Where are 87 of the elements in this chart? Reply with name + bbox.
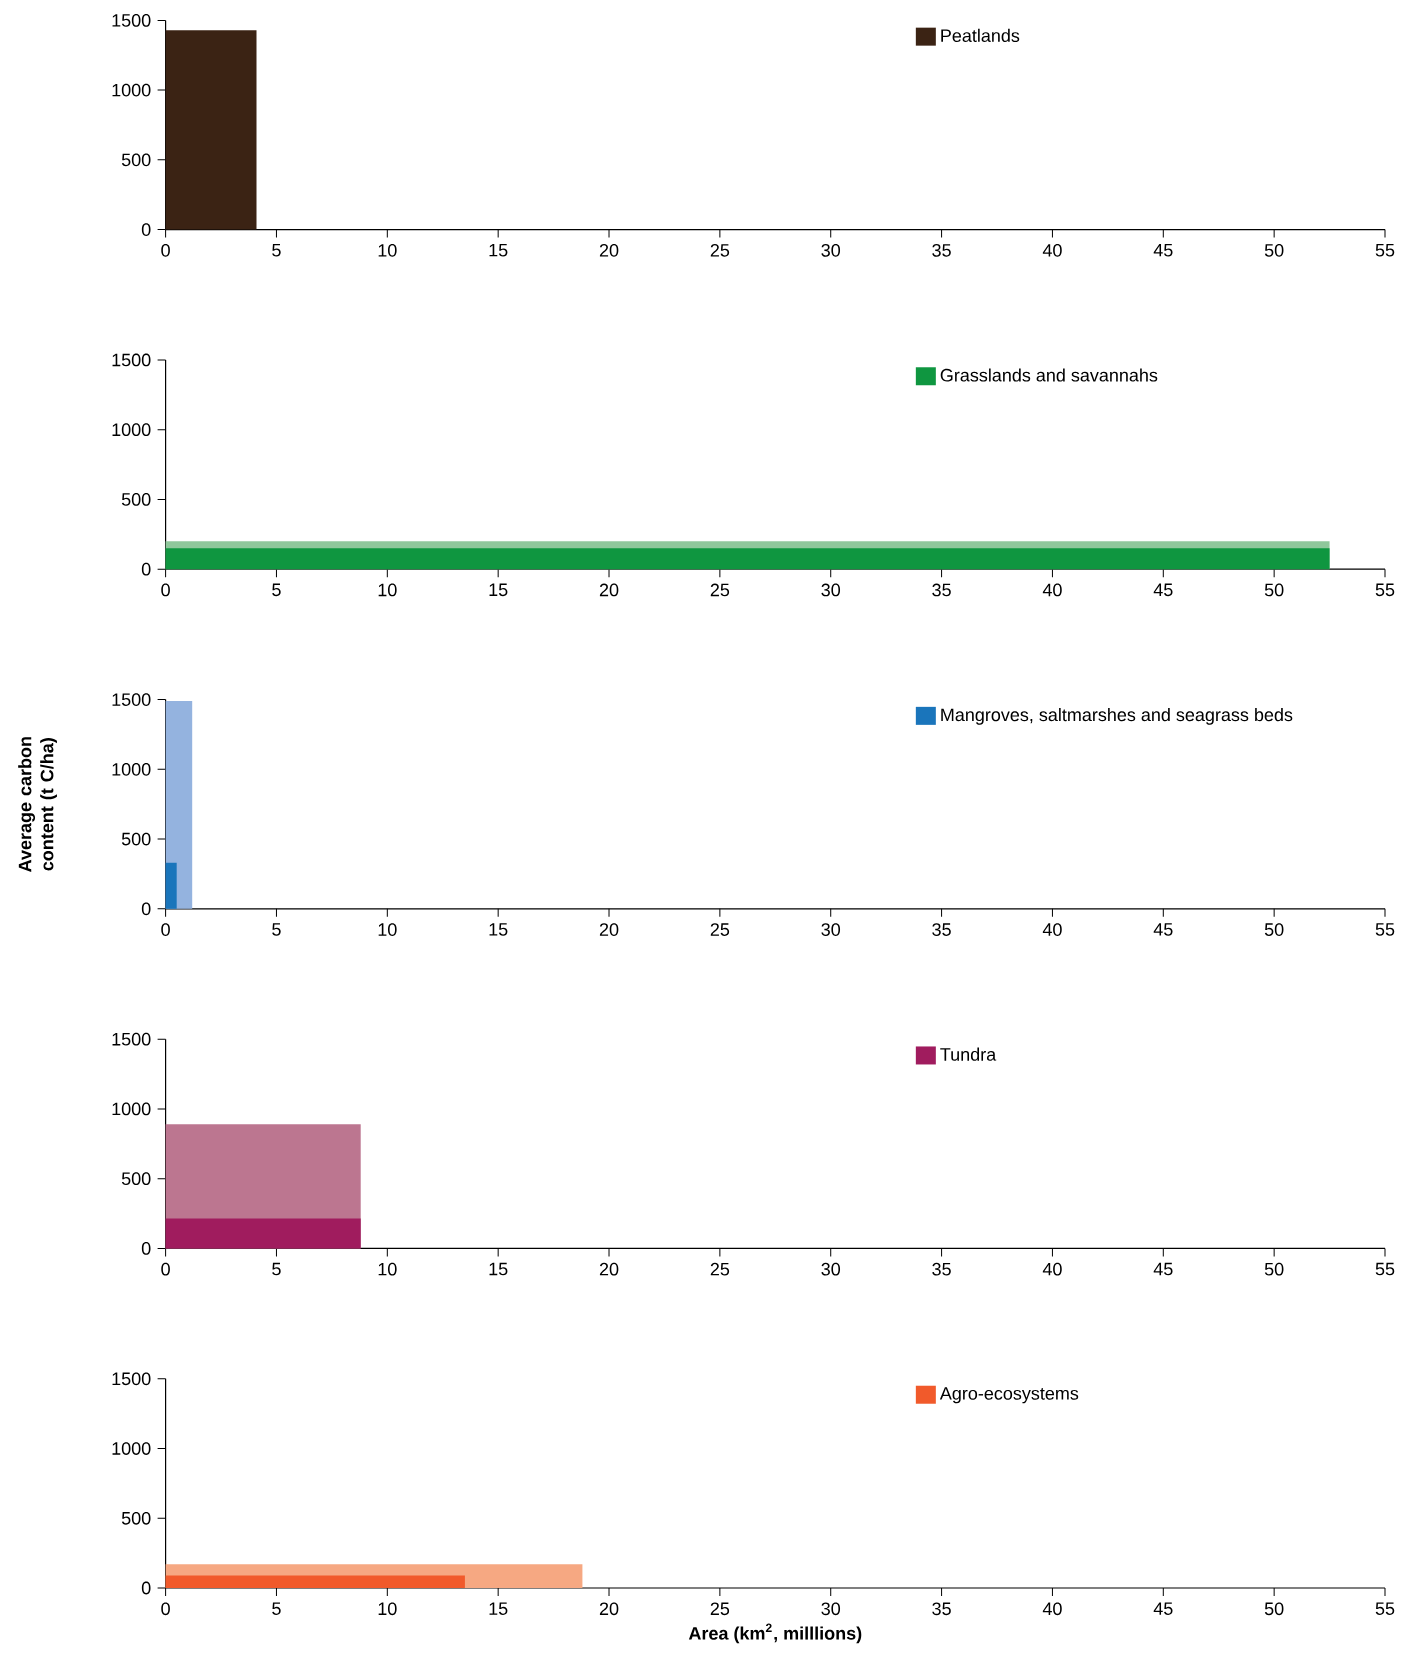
x-tick-label: 40 [1042,243,1062,257]
y-tick-label: 500 [121,1172,151,1186]
y-tick-label: 500 [121,493,151,506]
x-tick-label: 55 [1375,1262,1395,1276]
x-tick-label: 35 [932,923,951,936]
y-tick-label: 500 [121,1511,151,1525]
x-tick-label: 30 [821,1262,841,1276]
x-tick-label: 30 [821,583,841,597]
x-tick-label: 25 [710,1602,730,1616]
x-tick-label: 55 [1375,923,1395,936]
x-tick-label: 20 [599,1262,619,1276]
x-tick-label: 0 [161,583,170,597]
x-tick-label: 30 [821,923,841,936]
y-tick-label: 1000 [112,762,151,776]
x-tick-label: 5 [272,1602,281,1615]
y-tick-label: 1000 [112,423,151,437]
legend-label: Mangroves, saltmarshes and seagrass beds [941,707,1293,725]
x-tick-label: 30 [821,1602,841,1616]
x-tick-label: 40 [1042,1602,1062,1616]
x-tick-label: 20 [599,243,619,257]
x-tick-label: 20 [599,923,619,936]
y-tick-label: 1000 [112,83,151,97]
x-tick-label: 5 [272,923,281,936]
x-tick-label: 50 [1264,923,1284,936]
y-tick-label: 1500 [112,1372,151,1386]
x-tick-label: 50 [1264,243,1284,257]
y-tick-label: 0 [141,223,151,236]
x-tick-label: 20 [599,1602,619,1616]
x-tick-label: 20 [599,583,619,597]
x-tick-label: 10 [378,1262,397,1276]
x-tick-label: 40 [1042,923,1062,936]
x-tick-label: 35 [932,583,951,597]
y-tick-label: 1000 [112,1102,151,1116]
y-tick-label: 1500 [112,353,151,367]
x-tick-label: 15 [489,923,508,936]
x-tick-label: 55 [1375,1602,1395,1615]
y-tick-label: 500 [121,153,151,167]
y-tick-label: 500 [121,832,151,846]
x-axis-title: Area (km$^{2}$, milllions) [688,1623,862,1644]
x-tick-label: 25 [710,923,730,936]
legend-label: Agro-ecosystems [939,1387,1079,1404]
x-tick-label: 5 [272,583,281,597]
x-tick-label: 25 [710,243,730,257]
x-tick-label: 45 [1153,243,1173,257]
y-tick-label: 1500 [112,693,151,706]
x-tick-label: 15 [489,583,508,597]
x-tick-label: 25 [710,583,730,597]
legend-label: Grasslands and savannahs [940,368,1158,382]
x-tick-label: 15 [489,243,508,257]
x-tick-label: 0 [161,923,170,936]
x-tick-label: 55 [1375,583,1395,597]
x-tick-label: 15 [489,1602,508,1615]
x-tick-label: 50 [1264,1602,1284,1616]
x-tick-label: 10 [378,923,397,936]
x-tick-label: 0 [161,1602,170,1616]
x-tick-label: 45 [1153,1262,1173,1276]
x-tick-label: 10 [378,583,397,597]
x-tick-label: 0 [161,243,170,257]
x-tick-label: 50 [1264,1262,1284,1276]
y-tick-label: 1500 [112,14,151,27]
x-tick-label: 40 [1042,1262,1062,1276]
y-tick-label: 0 [141,902,151,916]
x-tick-label: 45 [1153,1602,1173,1615]
y-tick-label: 1500 [112,1032,151,1046]
x-tick-label: 15 [489,1262,508,1276]
x-tick-label: 10 [378,1602,397,1616]
y-tick-label: 0 [141,562,151,576]
legend-label: Tundra [940,1047,997,1061]
y-tick-label: 0 [141,1242,151,1255]
y-tick-label: 1000 [112,1442,151,1455]
x-tick-label: 0 [161,1262,170,1276]
y-tick-label: 0 [141,1581,151,1595]
legend-label: Peatlands [941,28,1020,43]
x-tick-label: 5 [272,1262,281,1276]
x-tick-label: 25 [710,1262,730,1276]
x-tick-label: 35 [932,1602,951,1616]
x-tick-label: 30 [821,243,841,257]
x-tick-label: 5 [272,243,281,257]
x-tick-label: 35 [932,243,951,257]
x-tick-label: 45 [1153,923,1173,936]
y-axis-title: Average carbon content (t C/ha) [18,737,57,872]
x-tick-label: 55 [1375,243,1395,257]
x-tick-label: 50 [1264,583,1284,597]
x-tick-label: 40 [1042,583,1062,597]
x-tick-label: 10 [378,243,397,257]
x-tick-label: 35 [932,1262,951,1276]
x-tick-label: 45 [1153,583,1173,597]
